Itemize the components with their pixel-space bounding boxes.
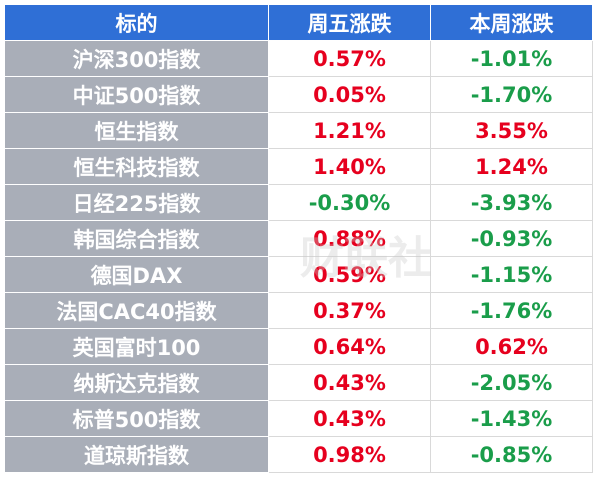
change-cell: 0.88% <box>268 220 431 257</box>
header-row: 标的 周五涨跌 本周涨跌 <box>4 4 593 41</box>
index-name: 沪深300指数 <box>4 40 269 77</box>
index-name: 英国富时100 <box>4 328 269 365</box>
change-cell: 0.57% <box>268 40 431 77</box>
change-cell: 0.62% <box>430 328 593 365</box>
change-cell: 0.43% <box>268 364 431 401</box>
table-row: 德国DAX 0.59% -1.15% <box>4 256 593 293</box>
index-name: 日经225指数 <box>4 184 269 221</box>
table-row: 韩国综合指数 0.88% -0.93% <box>4 220 593 257</box>
table-row: 标普500指数 0.43% -1.43% <box>4 400 593 437</box>
table-row: 沪深300指数 0.57% -1.01% <box>4 40 593 77</box>
change-cell: 0.98% <box>268 436 431 473</box>
change-cell: 0.05% <box>268 76 431 113</box>
change-cell: 3.55% <box>430 112 593 149</box>
table-body: 沪深300指数 0.57% -1.01% 中证500指数 0.05% -1.70% 恒生指数… <box>4 40 593 473</box>
index-name: 标普500指数 <box>4 400 269 437</box>
index-name: 道琼斯指数 <box>4 436 269 473</box>
header-cell: 本周涨跌 <box>430 4 593 41</box>
change-cell: -0.93% <box>430 220 593 257</box>
table-row: 法国CAC40指数 0.37% -1.76% <box>4 292 593 329</box>
change-cell: -2.05% <box>430 364 593 401</box>
table-row: 日经225指数 -0.30% -3.93% <box>4 184 593 221</box>
index-name: 中证500指数 <box>4 76 269 113</box>
change-cell: 0.43% <box>268 400 431 437</box>
change-cell: 1.24% <box>430 148 593 185</box>
change-cell: -1.76% <box>430 292 593 329</box>
change-cell: 0.59% <box>268 256 431 293</box>
change-cell: 1.21% <box>268 112 431 149</box>
change-cell: -0.85% <box>430 436 593 473</box>
change-cell: -3.93% <box>430 184 593 221</box>
header-cell: 标的 <box>4 4 269 41</box>
change-cell: 0.64% <box>268 328 431 365</box>
change-cell: -0.30% <box>268 184 431 221</box>
index-name: 德国DAX <box>4 256 269 293</box>
index-name: 恒生指数 <box>4 112 269 149</box>
index-name: 纳斯达克指数 <box>4 364 269 401</box>
table-row: 英国富时100 0.64% 0.62% <box>4 328 593 365</box>
table-row: 中证500指数 0.05% -1.70% <box>4 76 593 113</box>
index-name: 法国CAC40指数 <box>4 292 269 329</box>
change-cell: 0.37% <box>268 292 431 329</box>
change-cell: -1.43% <box>430 400 593 437</box>
table-row: 恒生指数 1.21% 3.55% <box>4 112 593 149</box>
change-cell: -1.01% <box>430 40 593 77</box>
data-table: 标的 周五涨跌 本周涨跌 沪深300指数 0.57% -1.01% 中证500指数 0.05… <box>4 4 593 473</box>
table-row: 恒生科技指数 1.40% 1.24% <box>4 148 593 185</box>
table-row: 道琼斯指数 0.98% -0.85% <box>4 436 593 473</box>
index-name: 韩国综合指数 <box>4 220 269 257</box>
header-cell: 周五涨跌 <box>268 4 431 41</box>
change-cell: 1.40% <box>268 148 431 185</box>
change-cell: -1.15% <box>430 256 593 293</box>
change-cell: -1.70% <box>430 76 593 113</box>
table-row: 纳斯达克指数 0.43% -2.05% <box>4 364 593 401</box>
index-name: 恒生科技指数 <box>4 148 269 185</box>
